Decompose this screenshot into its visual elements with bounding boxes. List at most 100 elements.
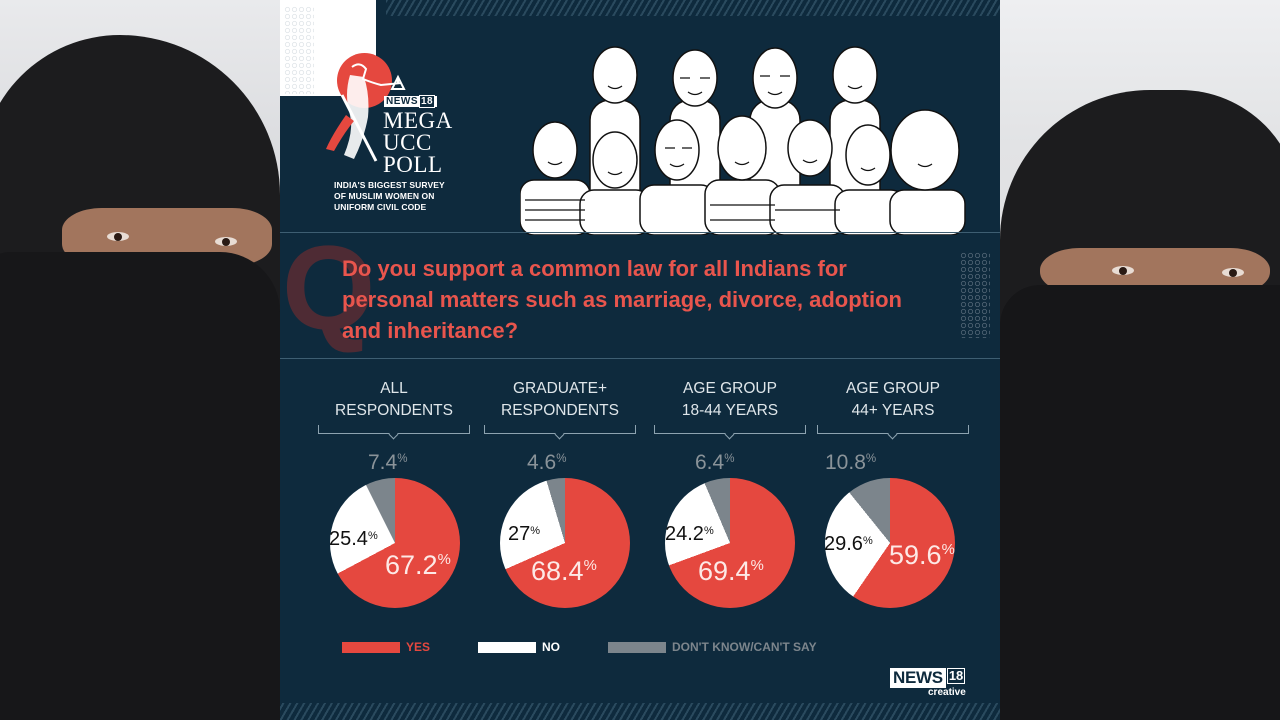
value: 10.8 (825, 451, 866, 474)
percent-sign: % (862, 534, 873, 547)
value: 7.4 (368, 451, 398, 474)
group-title: 44+ YEARS (851, 402, 935, 419)
pie (665, 478, 795, 608)
bracket-divider (484, 425, 636, 434)
group-age-18-44: AGE GROUP 18-44 YEARS (650, 378, 810, 434)
yes-value: 68.4% (531, 556, 597, 587)
pie-chart-age-44-plus: 10.8% 29.6% 59.6% (824, 451, 955, 608)
legend-label-no: NO (542, 640, 561, 654)
yes-value: 67.2% (385, 550, 451, 581)
chart-legend: YES NO DON'T KNOW/CAN'T SAY (342, 640, 865, 654)
no-value: 25.4% (329, 528, 378, 551)
poll-title: MEGA UCC POLL (383, 108, 453, 177)
veil-lower (1000, 285, 1280, 720)
people-illustration (520, 46, 966, 235)
badge-number: 18 (419, 95, 436, 108)
group-title: GRADUATE+ (512, 380, 608, 397)
percent-sign: % (941, 542, 955, 559)
value: 59.6 (889, 540, 942, 570)
poll-title-line: MEGA (383, 108, 453, 133)
infographic-panel: NEWS 18 MEGA UCC POLL INDIA'S BIGGEST SUR… (280, 0, 1000, 720)
survey-tagline: INDIA'S BIGGEST SURVEY OF MUSLIM WOMEN O… (334, 180, 445, 213)
no-value: 24.2% (665, 523, 714, 546)
pie (330, 478, 460, 608)
percent-sign: % (724, 452, 735, 465)
yes-value: 59.6% (889, 540, 955, 571)
group-age-44-plus: AGE GROUP 44+ YEARS (813, 378, 973, 434)
lady-justice-icon (326, 63, 406, 162)
pie (500, 478, 630, 608)
group-title: AGE GROUP (683, 380, 777, 397)
percent-sign: % (750, 558, 764, 575)
percent-sign: % (367, 529, 378, 542)
eye (1112, 266, 1134, 275)
dont-know-value: 7.4% (368, 451, 407, 475)
value: 4.6 (527, 451, 557, 474)
question-text: Do you support a common law for all Indi… (342, 256, 902, 343)
legend-swatch-yes (342, 641, 400, 653)
group-title: RESPONDENTS (501, 402, 619, 419)
news18-creative-logo: NEWS 18 creative (890, 668, 966, 698)
pie-chart-graduate-respondents: 4.6% 27% 68.4% (500, 451, 630, 608)
decor-dot-grid-right (960, 252, 990, 338)
percent-sign: % (397, 452, 408, 465)
badge-brand-text: NEWS (386, 96, 418, 107)
question-marker: Q (282, 221, 376, 355)
group-graduate-respondents: GRADUATE+ RESPONDENTS (480, 378, 640, 434)
no-value: 27% (508, 523, 540, 546)
bracket-divider (817, 425, 969, 434)
dont-know-value: 6.4% (695, 451, 734, 475)
value: 25.4 (329, 528, 368, 550)
dont-know-value: 4.6% (527, 451, 566, 475)
tagline-line: INDIA'S BIGGEST SURVEY (334, 180, 445, 190)
pie-chart-all-respondents: 7.4% 25.4% 67.2% (329, 451, 460, 608)
value: 27 (508, 523, 531, 545)
percent-sign: % (703, 524, 714, 537)
eye (107, 232, 129, 241)
divider-line (280, 232, 1000, 233)
tagline-line: UNIFORM CIVIL CODE (334, 202, 427, 212)
decor-stripes-bottom (280, 703, 1000, 720)
percent-sign: % (437, 552, 451, 569)
legend-swatch-no (478, 641, 537, 653)
legend-swatch-dont-know (608, 641, 667, 653)
value: 69.4 (698, 556, 751, 586)
value: 67.2 (385, 550, 438, 580)
veil-lower (0, 252, 280, 720)
value: 24.2 (665, 523, 704, 545)
value: 68.4 (531, 556, 584, 586)
poll-title-line: POLL (383, 152, 443, 177)
value: 29.6 (824, 533, 863, 555)
group-title: 18-44 YEARS (681, 402, 779, 419)
value: 6.4 (695, 451, 725, 474)
percent-sign: % (530, 524, 541, 537)
yes-value: 69.4% (698, 556, 764, 587)
eye (1222, 268, 1244, 277)
divider-line (280, 358, 1000, 359)
percent-sign: % (865, 452, 877, 465)
no-value: 29.6% (824, 533, 873, 556)
pie-chart-age-18-44: 6.4% 24.2% 69.4% (665, 451, 795, 608)
brand-text: NEWS (890, 668, 946, 688)
decor-dot-grid (284, 6, 314, 94)
group-title: RESPONDENTS (335, 402, 453, 419)
percent-sign: % (583, 558, 597, 575)
background-photo-right (1000, 0, 1280, 720)
dont-know-value: 10.8% (825, 451, 876, 475)
brand-number: 18 (946, 668, 966, 684)
bracket-divider (318, 425, 470, 434)
tagline-line: OF MUSLIM WOMEN ON (334, 191, 435, 201)
background-photo-left (0, 0, 280, 720)
bracket-divider (654, 425, 806, 434)
percent-sign: % (556, 452, 567, 465)
news18-badge: NEWS 18 (384, 95, 438, 108)
pie (825, 478, 955, 608)
legend-label-dont-know: DON'T KNOW/CAN'T SAY (672, 640, 817, 654)
legend-label-yes: YES (406, 640, 431, 654)
group-title: ALL (380, 380, 408, 397)
eye (215, 237, 237, 246)
group-all-respondents: ALL RESPONDENTS (314, 378, 474, 434)
brand-sub: creative (928, 687, 966, 698)
decor-stripes-top (386, 0, 1000, 16)
group-title: AGE GROUP (846, 380, 940, 397)
